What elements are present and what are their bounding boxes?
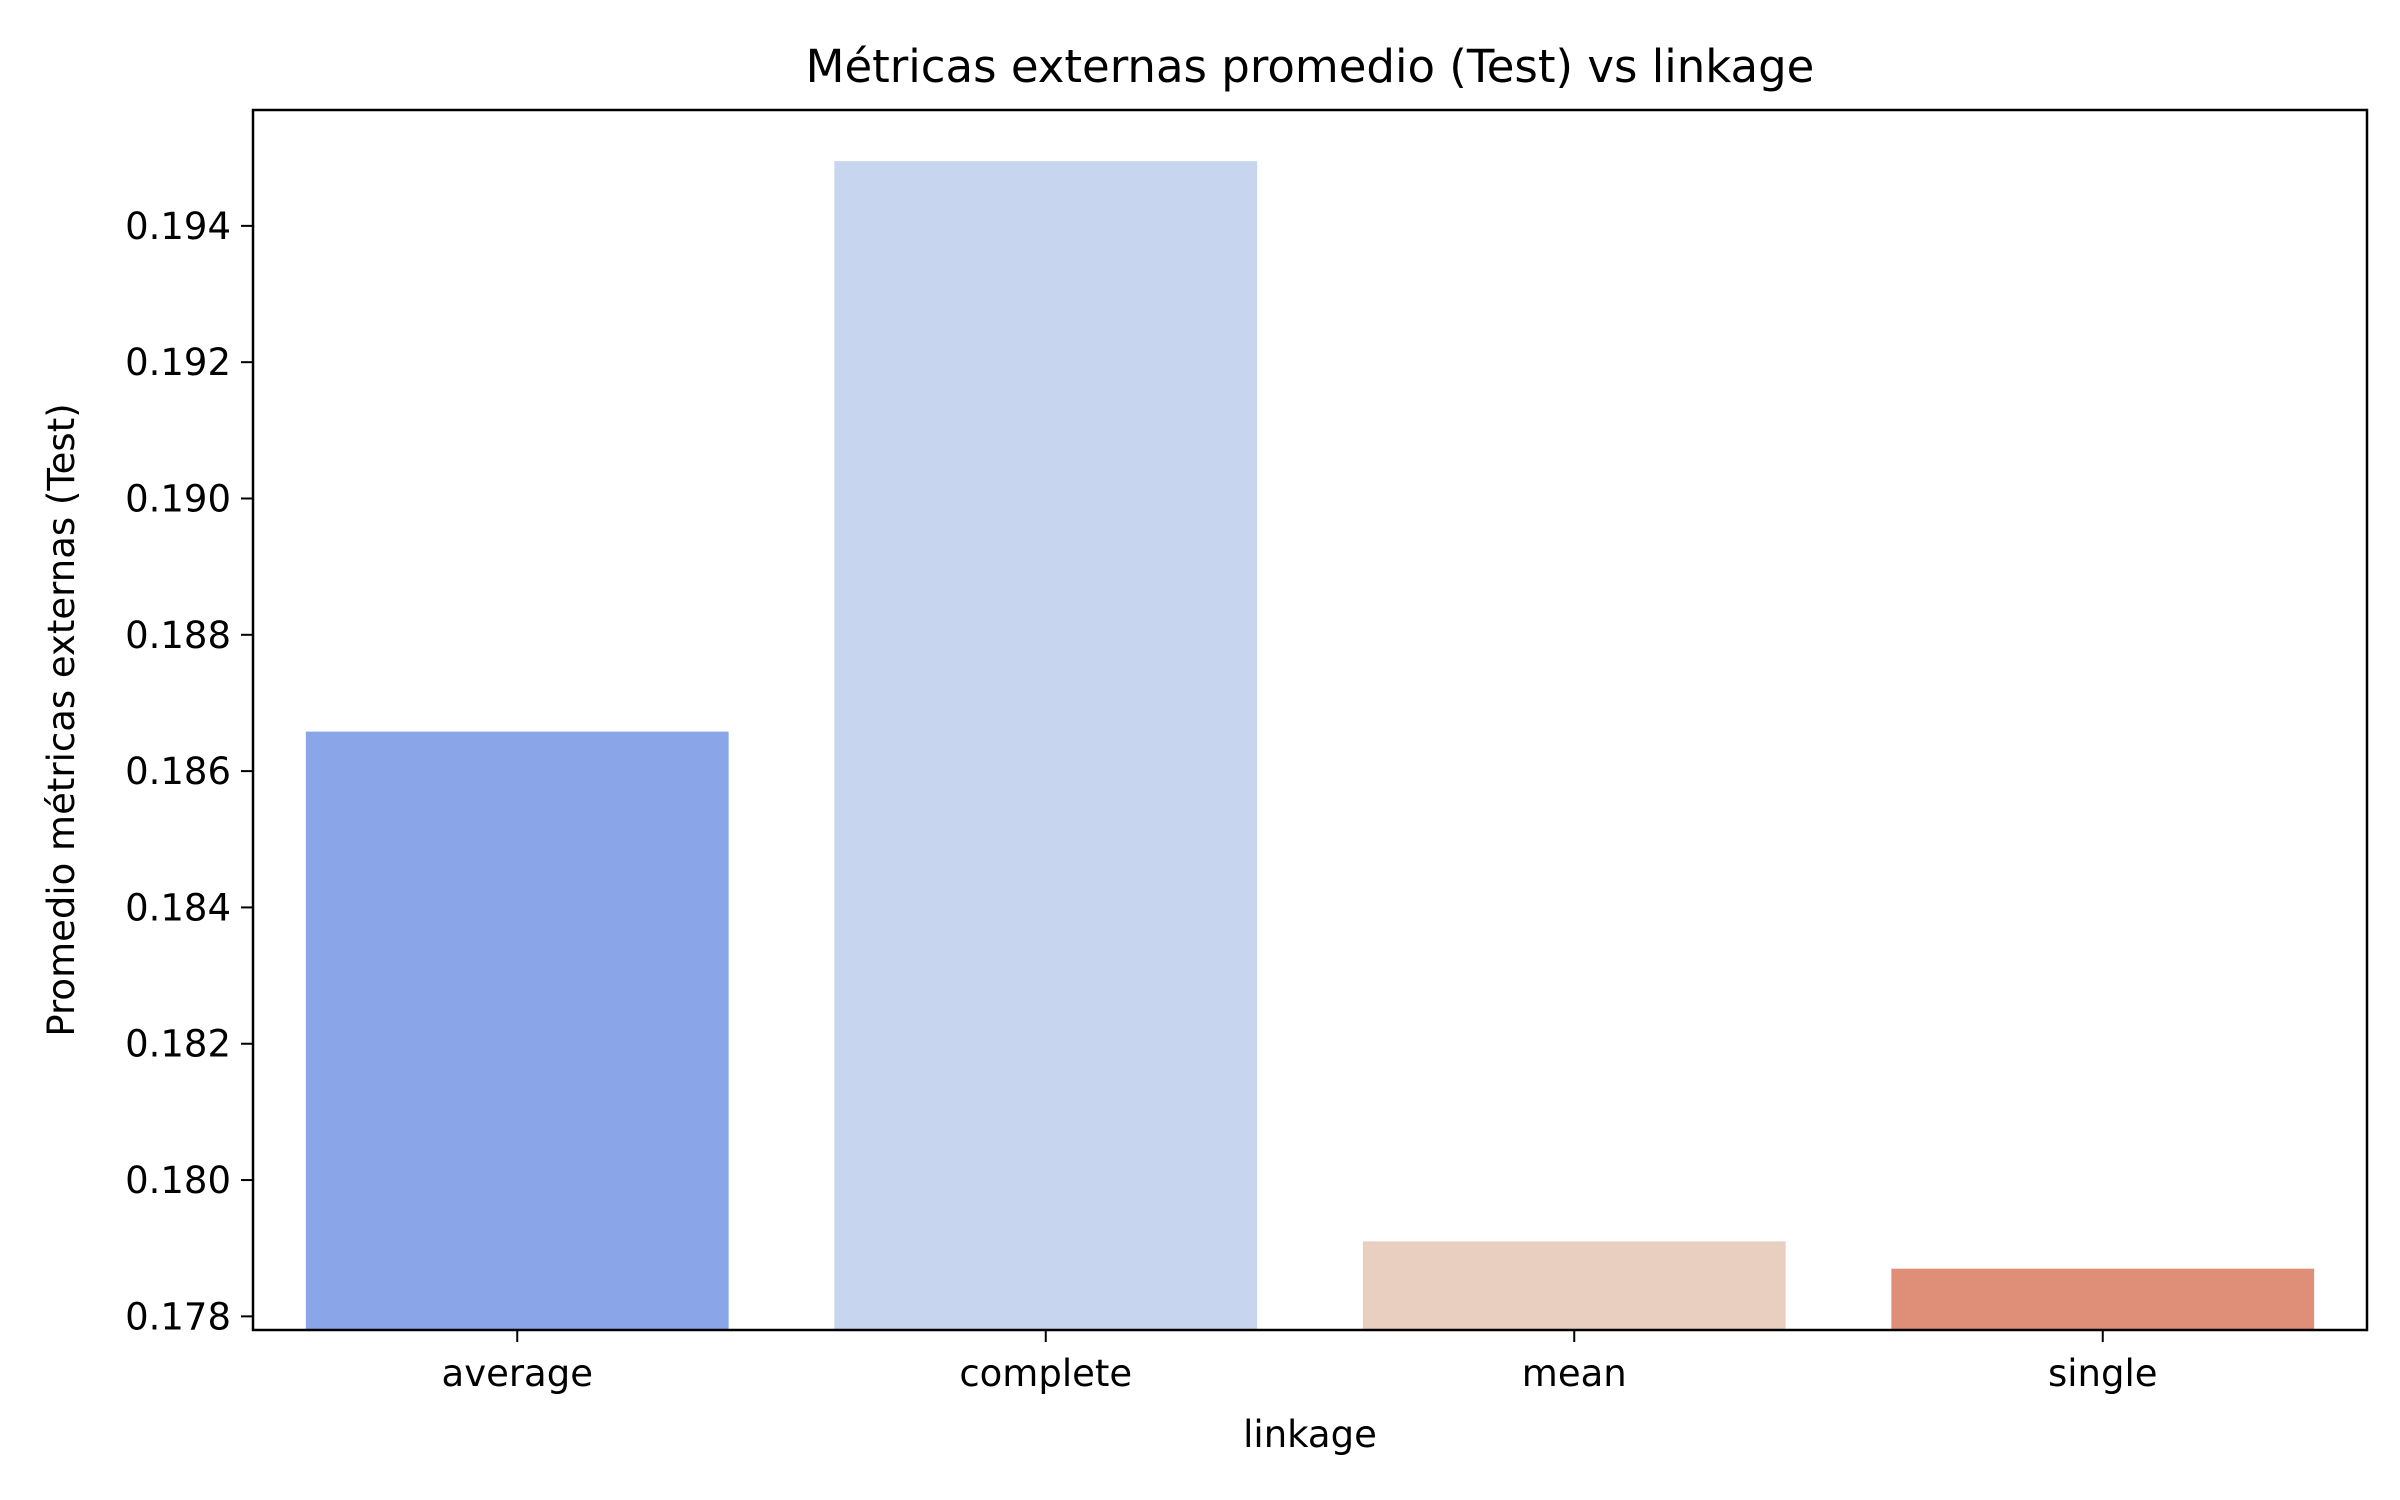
bar-average [305,731,729,1330]
y-tick-label-0.184: 0.184 [125,886,231,929]
y-axis-label: Promedio métricas externas (Test) [40,403,83,1036]
x-tick-label-single: single [2048,1352,2158,1395]
chart-title: Métricas externas promedio (Test) vs lin… [806,40,1815,93]
x-tick-label-mean: mean [1522,1352,1627,1395]
bar-mean [1362,1241,1786,1330]
x-tick-label-average: average [442,1352,593,1395]
y-tick-label-0.178: 0.178 [125,1295,231,1338]
x-axis-ticks: average complete mean single [442,1330,2158,1395]
bar-single [1891,1268,2315,1330]
y-tick-label-0.190: 0.190 [125,477,231,520]
y-tick-label-0.186: 0.186 [125,750,231,793]
y-axis-ticks: 0.178 0.180 0.182 0.184 0.186 0.188 0.190 0.192… [125,205,253,1338]
y-tick-label-0.194: 0.194 [125,205,231,248]
x-tick-label-complete: complete [959,1352,1132,1395]
plot-frame [251,108,2369,1332]
y-tick-label-0.188: 0.188 [125,614,231,657]
y-tick-label-0.182: 0.182 [125,1023,231,1066]
y-tick-label-0.180: 0.180 [125,1159,231,1202]
bar-complete [834,161,1258,1331]
y-tick-label-0.192: 0.192 [125,341,231,384]
x-axis-label: linkage [1243,1413,1377,1456]
bars-group [305,161,2315,1331]
